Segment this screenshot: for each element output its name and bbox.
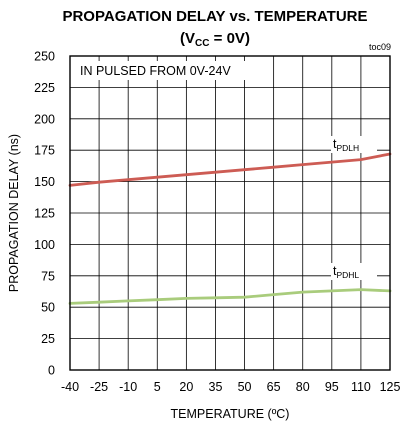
x-tick-label: 20: [179, 380, 193, 394]
tick-labels: -40 -25 -10 5 20 35 50 65 80 95 110 125 0 25 50 75 100 12…: [34, 50, 400, 395]
annotation-text: IN PULSED FROM 0V-24V: [80, 64, 231, 78]
x-tick-label: -25: [90, 380, 108, 394]
x-axis-label: TEMPERATURE (ºC): [171, 407, 290, 421]
x-tick-label: 35: [209, 380, 223, 394]
series-label-bg: [331, 263, 377, 280]
chart-subtitle: (VCC = 0V): [180, 30, 250, 49]
x-tick-label: 5: [154, 380, 161, 394]
grid: [69, 55, 391, 371]
series-line-pdlh: [68, 152, 392, 187]
y-axis-label: PROPAGATION DELAY (ns): [7, 134, 21, 292]
series-line-pdhl: [68, 288, 392, 305]
y-tick-label: 200: [34, 112, 55, 126]
chart-title: PROPAGATION DELAY vs. TEMPERATURE: [62, 8, 367, 25]
y-tick-label: 25: [41, 332, 55, 346]
y-tick-label: 125: [34, 207, 55, 221]
series-lines: [68, 152, 392, 305]
figure-code: toc09: [369, 42, 391, 52]
x-tick-label: -40: [61, 380, 79, 394]
y-tick-label: 50: [41, 301, 55, 315]
x-tick-label: 65: [267, 380, 281, 394]
x-tick-label: 95: [325, 380, 339, 394]
x-tick-label: 50: [238, 380, 252, 394]
series-label-pdhl: tPDHL: [333, 264, 359, 280]
series-label-pdlh: tPDLH: [333, 137, 359, 153]
y-tick-label: 100: [34, 238, 55, 252]
x-tick-label: 110: [351, 380, 371, 394]
x-tick-label: 80: [296, 380, 310, 394]
y-tick-label: 225: [34, 81, 55, 95]
y-tick-label: 150: [34, 175, 55, 189]
y-tick-label: 175: [34, 144, 55, 158]
series-label-bg: [331, 136, 377, 153]
x-tick-label: -10: [119, 380, 137, 394]
y-tick-label: 0: [48, 364, 55, 378]
annotation-background: [76, 61, 254, 80]
y-tick-label: 75: [41, 269, 55, 283]
y-tick-label: 250: [34, 50, 55, 64]
series-labels: tPDLH tPDHL: [331, 136, 377, 280]
x-tick-label: 125: [380, 380, 401, 394]
plot-frame: [69, 55, 391, 371]
